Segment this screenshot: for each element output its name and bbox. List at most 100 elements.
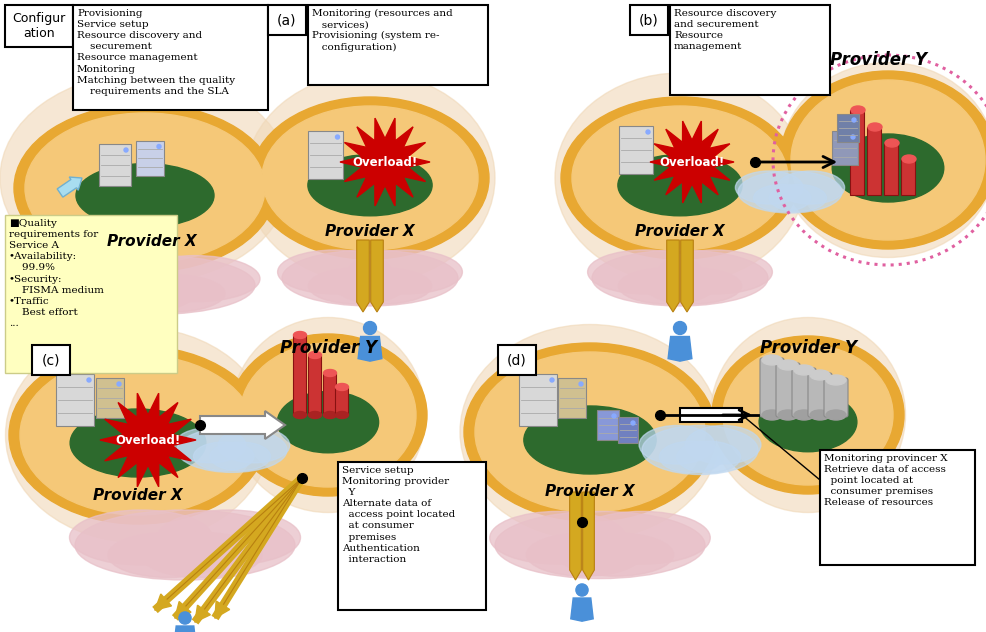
FancyArrow shape [200, 411, 285, 439]
Polygon shape [582, 492, 594, 580]
FancyBboxPatch shape [775, 363, 800, 417]
Polygon shape [371, 240, 383, 312]
Ellipse shape [526, 533, 641, 576]
Ellipse shape [25, 113, 264, 263]
Ellipse shape [69, 510, 212, 565]
Bar [519, 374, 556, 426]
Ellipse shape [463, 343, 715, 521]
Circle shape [549, 378, 553, 382]
Ellipse shape [685, 425, 760, 464]
Text: Provider X: Provider X [93, 487, 182, 502]
Ellipse shape [793, 365, 813, 375]
Ellipse shape [55, 255, 254, 314]
Ellipse shape [554, 73, 805, 283]
Text: (a): (a) [277, 13, 297, 27]
Text: Resource discovery
and securement
Resource
management: Resource discovery and securement Resour… [673, 9, 776, 51]
Ellipse shape [572, 106, 787, 250]
Polygon shape [680, 240, 692, 312]
Ellipse shape [76, 164, 214, 228]
Ellipse shape [335, 384, 348, 391]
Polygon shape [339, 118, 430, 206]
Polygon shape [569, 492, 581, 580]
Circle shape [672, 322, 686, 334]
Ellipse shape [245, 73, 495, 283]
Bar [268, 5, 306, 35]
Polygon shape [174, 626, 196, 632]
Ellipse shape [777, 360, 798, 370]
Ellipse shape [560, 97, 799, 259]
Bar [99, 144, 131, 186]
Ellipse shape [867, 123, 881, 131]
Ellipse shape [107, 533, 229, 578]
Ellipse shape [793, 410, 813, 420]
Ellipse shape [723, 345, 892, 485]
Bar [597, 410, 618, 440]
Ellipse shape [14, 104, 276, 272]
Ellipse shape [557, 533, 672, 576]
Ellipse shape [495, 511, 704, 579]
Text: Overload!: Overload! [659, 155, 724, 169]
Text: Overload!: Overload! [115, 434, 180, 446]
Bar [498, 345, 535, 375]
Ellipse shape [277, 392, 379, 453]
Text: ■Quality
requirements for
Service A
•Availability:
    99.9%
•Security:
    FISM: ■Quality requirements for Service A •Ava… [9, 219, 104, 328]
Bar [32, 345, 70, 375]
Ellipse shape [130, 255, 259, 302]
Polygon shape [668, 336, 691, 361]
Ellipse shape [738, 171, 841, 213]
Ellipse shape [323, 411, 336, 418]
FancyBboxPatch shape [791, 368, 815, 417]
Ellipse shape [229, 334, 427, 496]
Bar [56, 374, 94, 426]
Text: Monitoring provincer X
Retrieve data of access
  point located at
  consumer pre: Monitoring provincer X Retrieve data of … [823, 454, 947, 507]
Text: (c): (c) [41, 353, 60, 367]
Circle shape [335, 135, 339, 139]
Bar [679, 408, 741, 422]
Bar [334, 387, 348, 415]
Circle shape [579, 382, 583, 386]
Ellipse shape [641, 425, 757, 475]
Ellipse shape [115, 274, 225, 312]
Ellipse shape [780, 63, 986, 257]
Ellipse shape [524, 406, 656, 474]
Ellipse shape [309, 411, 321, 418]
Bar [96, 378, 124, 418]
Ellipse shape [75, 510, 295, 580]
Ellipse shape [592, 250, 767, 306]
Polygon shape [215, 601, 230, 618]
Ellipse shape [761, 355, 781, 365]
Circle shape [124, 148, 128, 152]
Ellipse shape [825, 410, 845, 420]
Text: Configur
ation: Configur ation [13, 12, 65, 40]
Ellipse shape [810, 370, 829, 380]
Polygon shape [155, 594, 172, 610]
Bar [617, 417, 637, 443]
Ellipse shape [459, 324, 719, 540]
Ellipse shape [277, 250, 391, 294]
Bar [836, 114, 858, 142]
Ellipse shape [618, 268, 715, 304]
Circle shape [363, 322, 376, 334]
Text: Provider X: Provider X [107, 234, 196, 250]
Text: Provider X: Provider X [324, 224, 414, 240]
Bar [900, 159, 914, 195]
Polygon shape [570, 598, 593, 621]
Ellipse shape [901, 155, 915, 163]
Bar [308, 355, 320, 415]
Text: Provisioning
Service setup
Resource discovery and
    securement
Resource manage: Provisioning Service setup Resource disc… [77, 9, 235, 95]
Circle shape [630, 421, 634, 425]
Ellipse shape [474, 352, 704, 512]
Polygon shape [100, 393, 196, 487]
Bar [849, 110, 863, 195]
Text: Overload!: Overload! [352, 155, 417, 169]
Polygon shape [356, 240, 369, 312]
Text: (b): (b) [639, 13, 659, 27]
Text: Provider X: Provider X [635, 224, 724, 240]
Ellipse shape [710, 317, 904, 513]
Polygon shape [666, 240, 678, 312]
Ellipse shape [735, 171, 803, 204]
Ellipse shape [776, 171, 844, 204]
Ellipse shape [70, 409, 206, 477]
Bar [629, 5, 668, 35]
Ellipse shape [85, 274, 195, 312]
